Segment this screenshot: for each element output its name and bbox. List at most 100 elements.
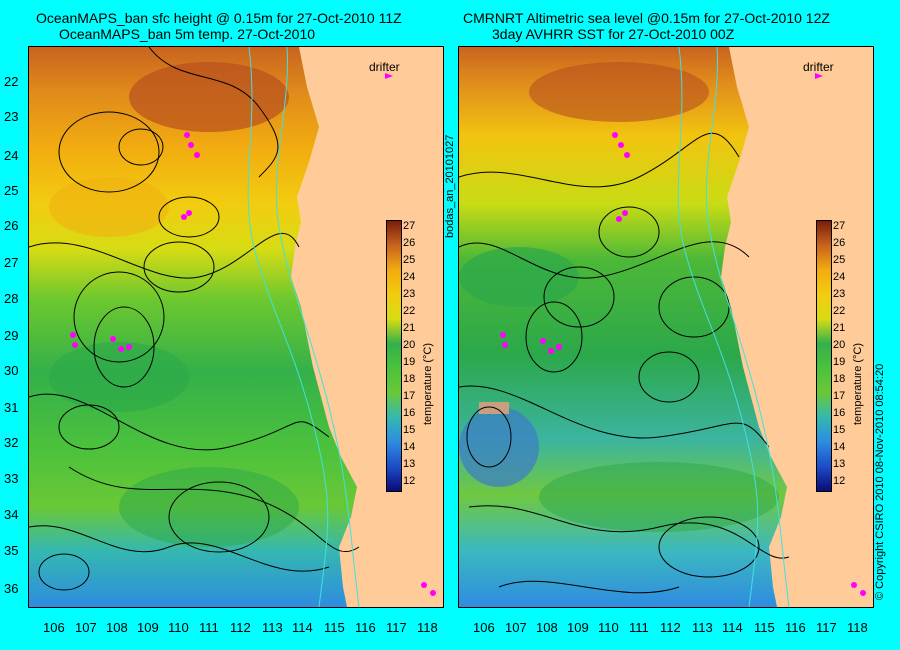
bathymetry-lines <box>677 46 790 608</box>
drifter-marker <box>385 73 393 79</box>
cool-patch <box>119 467 299 547</box>
cb-tick: 26 <box>403 237 416 249</box>
cb-tick: 12 <box>403 475 416 487</box>
x-tick: 118 <box>417 620 438 635</box>
x-tick: 113 <box>692 620 713 635</box>
y-tick: 30 <box>4 363 19 378</box>
cb-tick: 25 <box>403 254 416 266</box>
cb-tick: 13 <box>403 458 416 470</box>
x-tick: 108 <box>536 620 558 635</box>
drifter-tracks <box>70 73 436 596</box>
x-tick: 110 <box>598 620 619 635</box>
y-tick: 27 <box>4 255 19 270</box>
cb-tick: 19 <box>403 356 416 368</box>
x-tick: 117 <box>386 620 407 635</box>
cb-tick: 24 <box>833 271 846 283</box>
land-mass <box>721 47 873 607</box>
cb-tick: 14 <box>833 441 846 453</box>
cool-patch <box>459 407 539 487</box>
left-colorbar <box>386 220 402 492</box>
cool-patch <box>49 342 189 412</box>
right-colorbar <box>816 220 832 492</box>
copyright-label: © Copyright CSIRO 2010 08-Nov-2010 08:54… <box>874 363 886 600</box>
y-tick: 24 <box>4 148 19 163</box>
y-tick: 26 <box>4 218 19 233</box>
y-tick: 34 <box>4 507 19 522</box>
cb-tick: 21 <box>833 322 846 334</box>
y-tick: 31 <box>4 400 19 415</box>
cb-tick: 15 <box>403 424 416 436</box>
cb-tick: 18 <box>403 373 416 385</box>
right-title-line1: CMRNRT Altimetric sea level @0.15m for 2… <box>463 10 830 26</box>
x-tick: 116 <box>355 620 376 635</box>
x-tick: 117 <box>816 620 837 635</box>
x-tick: 106 <box>43 620 65 635</box>
x-tick: 107 <box>505 620 527 635</box>
cb-tick: 15 <box>833 424 846 436</box>
y-tick: 25 <box>4 183 19 198</box>
cb-tick: 20 <box>403 339 416 351</box>
x-tick: 106 <box>473 620 495 635</box>
right-map <box>458 46 873 608</box>
x-tick: 108 <box>106 620 128 635</box>
x-tick: 107 <box>75 620 97 635</box>
cb-tick: 13 <box>833 458 846 470</box>
cb-tick: 21 <box>403 322 416 334</box>
y-tick: 32 <box>4 435 19 450</box>
left-drifter-label: drifter <box>369 60 400 74</box>
land-mass <box>291 47 443 607</box>
cb-tick: 27 <box>403 220 416 232</box>
y-tick: 33 <box>4 471 19 486</box>
cb-tick: 20 <box>833 339 846 351</box>
side-label: bodas_an_20101027 <box>444 134 456 238</box>
left-map-panel: drifter 27 26 25 24 23 22 21 20 19 18 17… <box>28 46 444 608</box>
x-tick: 115 <box>754 620 775 635</box>
y-tick: 36 <box>4 581 19 596</box>
left-title-line1: OceanMAPS_ban sfc height @ 0.15m for 27-… <box>36 10 402 26</box>
cb-tick: 14 <box>403 441 416 453</box>
x-tick: 112 <box>230 620 251 635</box>
right-title-line2: 3day AVHRR SST for 27-Oct-2010 00Z <box>492 26 735 42</box>
cb-tick: 16 <box>833 407 846 419</box>
cb-tick: 23 <box>403 288 416 300</box>
cb-tick: 19 <box>833 356 846 368</box>
x-tick: 111 <box>629 620 649 635</box>
x-tick: 116 <box>785 620 806 635</box>
x-tick: 112 <box>660 620 681 635</box>
right-map-panel: drifter 27 26 25 24 23 22 21 20 19 18 17… <box>458 46 874 608</box>
cb-tick: 22 <box>403 305 416 317</box>
x-tick: 114 <box>292 620 313 635</box>
left-map <box>28 46 443 608</box>
cool-patch <box>539 462 779 532</box>
cb-tick: 16 <box>403 407 416 419</box>
cb-tick: 17 <box>833 390 846 402</box>
warm-patch <box>529 62 709 122</box>
y-tick: 22 <box>4 74 19 89</box>
y-tick: 23 <box>4 109 19 124</box>
cb-tick: 27 <box>833 220 846 232</box>
cb-tick: 23 <box>833 288 846 300</box>
cb-tick: 24 <box>403 271 416 283</box>
y-tick: 35 <box>4 543 19 558</box>
x-tick: 110 <box>168 620 189 635</box>
x-tick: 118 <box>847 620 868 635</box>
cb-tick: 22 <box>833 305 846 317</box>
x-tick: 113 <box>262 620 283 635</box>
drifter-marker <box>815 73 823 79</box>
left-colorbar-label: temperature (°C) <box>422 342 434 425</box>
sea-level-contours <box>28 46 360 591</box>
warm-patch <box>129 62 289 132</box>
cb-tick: 12 <box>833 475 846 487</box>
cb-tick: 25 <box>833 254 846 266</box>
x-tick: 114 <box>722 620 743 635</box>
x-tick: 115 <box>324 620 345 635</box>
sea-level-contours <box>458 132 790 594</box>
warm-patch <box>49 177 169 237</box>
right-colorbar-label: temperature (°C) <box>852 342 864 425</box>
y-tick: 29 <box>4 328 19 343</box>
cb-tick: 18 <box>833 373 846 385</box>
bathymetry-lines <box>247 46 360 608</box>
right-drifter-label: drifter <box>803 60 834 74</box>
left-title-line2: OceanMAPS_ban 5m temp. 27-Oct-2010 <box>59 26 316 42</box>
cool-patch <box>459 247 579 307</box>
